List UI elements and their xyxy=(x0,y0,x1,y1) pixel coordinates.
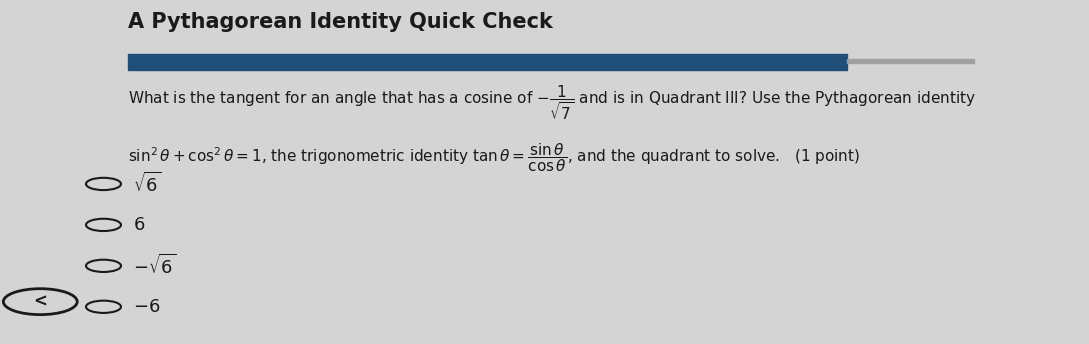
Text: What is the tangent for an angle that has a cosine of $-\dfrac{1}{\sqrt{7}}$ and: What is the tangent for an angle that ha… xyxy=(127,83,976,122)
Text: $6$: $6$ xyxy=(133,216,145,234)
Text: <: < xyxy=(34,293,47,311)
Bar xyxy=(127,54,847,69)
Text: $-\sqrt{6}$: $-\sqrt{6}$ xyxy=(133,254,176,278)
Text: $\sqrt{6}$: $\sqrt{6}$ xyxy=(133,172,161,196)
Bar xyxy=(847,60,974,64)
Text: A Pythagorean Identity Quick Check: A Pythagorean Identity Quick Check xyxy=(127,12,553,32)
Text: $\sin^2\theta + \cos^2\theta = 1$, the trigonometric identity $\tan\theta = \dfr: $\sin^2\theta + \cos^2\theta = 1$, the t… xyxy=(127,141,860,174)
Text: $-6$: $-6$ xyxy=(133,298,160,316)
